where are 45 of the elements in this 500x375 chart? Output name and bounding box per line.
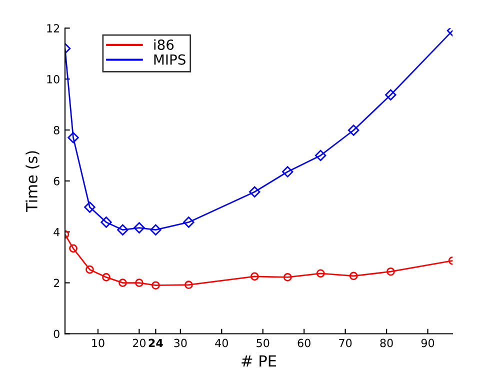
point [348,124,360,136]
x-tick-label: 60 [298,338,310,348]
point [316,269,325,278]
point [134,222,145,234]
legend-label: i86 [154,39,174,50]
point [282,166,294,178]
x-tick-label: 70 [339,338,352,348]
x-tick-label: 40 [215,338,228,348]
x-tick-label: 80 [380,338,393,348]
point [84,202,96,213]
point [184,280,193,290]
y-tick-label: 4 [54,228,60,236]
y-tick-label: 12 [47,24,60,32]
point [69,244,78,253]
point [385,89,396,100]
point [86,265,94,274]
x-tick-label: 30 [174,338,187,348]
point [314,150,326,162]
x-tick-label: 10 [92,338,104,348]
point [135,278,144,287]
x-tick-label: 50 [256,338,270,348]
x-tick-label: 24 [148,338,163,348]
point [183,216,194,228]
y-tick-label: 0 [54,330,60,338]
point [102,273,110,282]
point [68,132,79,144]
y-tick-label: 10 [47,75,60,84]
y-tick-label: 6 [54,176,60,186]
point [118,278,127,287]
x-tick-label: 90 [421,338,434,348]
point [150,224,162,236]
y-tick-label: 8 [54,126,60,134]
point [100,216,112,228]
x-axis-title: # PE [242,355,276,367]
point [152,281,160,290]
point [117,224,128,236]
point [283,273,292,282]
point [349,272,358,280]
y-axis-title: Time (s) [26,151,40,212]
legend-label: MIPS [154,54,186,65]
x-tick-label: 20 [132,338,146,348]
point [249,186,260,198]
y-tick-label: 2 [54,278,60,288]
point [250,272,259,281]
point [386,267,395,276]
